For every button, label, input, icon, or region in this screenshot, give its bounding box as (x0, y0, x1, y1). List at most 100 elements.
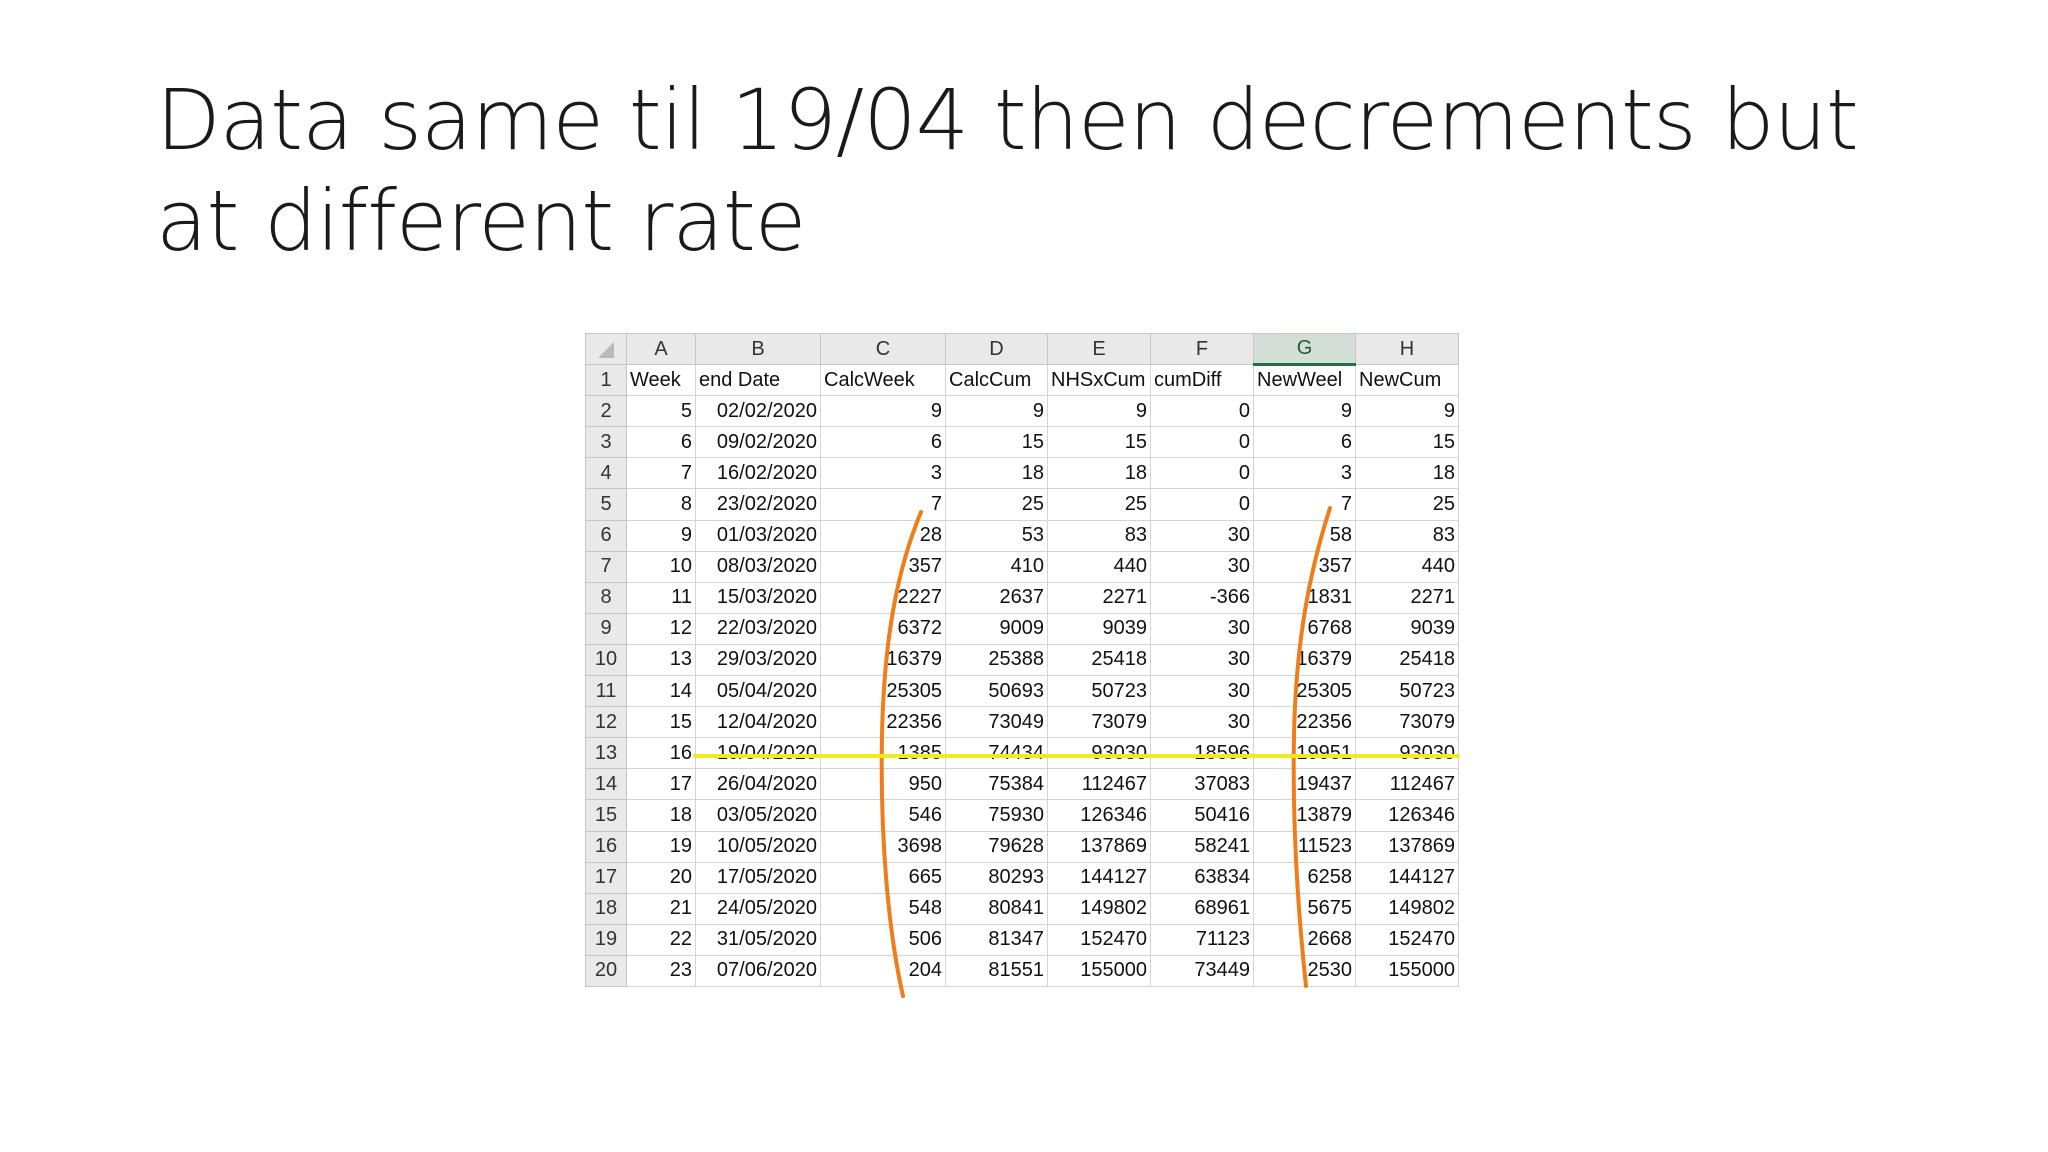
column-header-h[interactable]: H (1355, 332, 1459, 366)
cell[interactable]: 23/02/2020 (695, 488, 821, 521)
cell[interactable]: 7 (820, 488, 946, 521)
row-number[interactable]: 7 (585, 550, 627, 583)
cell[interactable]: 53 (945, 519, 1048, 552)
cell[interactable]: 93030 (1047, 737, 1151, 770)
cell[interactable]: 08/03/2020 (695, 550, 821, 583)
cell[interactable]: 12/04/2020 (695, 706, 821, 739)
cell[interactable]: 506 (820, 923, 946, 956)
cell[interactable]: 144127 (1047, 861, 1151, 894)
cell[interactable]: 950 (820, 768, 946, 801)
cell[interactable]: 9039 (1047, 612, 1151, 645)
row-number[interactable]: 6 (585, 519, 627, 552)
cell[interactable]: 20 (626, 861, 696, 894)
cell[interactable]: 26/04/2020 (695, 768, 821, 801)
cell[interactable]: 357 (820, 550, 946, 583)
cell[interactable]: 9 (820, 395, 946, 428)
cell[interactable]: 15/03/2020 (695, 581, 821, 614)
cell[interactable]: 3 (1253, 457, 1356, 490)
cell[interactable]: 73079 (1355, 706, 1459, 739)
cell[interactable]: 144127 (1355, 861, 1459, 894)
cell[interactable]: -366 (1150, 581, 1254, 614)
cell[interactable]: 25418 (1355, 643, 1459, 677)
row-number[interactable]: 2 (585, 395, 627, 428)
cell[interactable]: 11523 (1253, 830, 1356, 863)
cell[interactable]: 81551 (945, 954, 1048, 987)
row-number[interactable]: 16 (585, 830, 627, 863)
row-number[interactable]: 15 (585, 799, 627, 832)
row-number[interactable]: 11 (585, 675, 627, 708)
header-cell[interactable]: cumDiff (1150, 364, 1254, 397)
cell[interactable]: 30 (1150, 643, 1254, 677)
cell[interactable]: 2271 (1047, 581, 1151, 614)
cell[interactable]: 68961 (1150, 892, 1254, 925)
cell[interactable]: 149802 (1047, 892, 1151, 925)
cell[interactable]: 80841 (945, 892, 1048, 925)
cell[interactable]: 23 (626, 954, 696, 987)
cell[interactable]: 18 (1355, 457, 1459, 490)
cell[interactable]: 25 (1047, 488, 1151, 521)
cell[interactable]: 71123 (1150, 923, 1254, 956)
cell[interactable]: 15 (1355, 426, 1459, 459)
cell[interactable]: 02/02/2020 (695, 395, 821, 428)
column-header-e[interactable]: E (1047, 332, 1151, 366)
cell[interactable]: 28 (820, 519, 946, 552)
cell[interactable]: 93030 (1355, 737, 1459, 770)
cell[interactable]: 58 (1253, 519, 1356, 552)
cell[interactable]: 25 (945, 488, 1048, 521)
cell[interactable]: 2271 (1355, 581, 1459, 614)
row-number[interactable]: 8 (585, 581, 627, 614)
cell[interactable]: 37083 (1150, 768, 1254, 801)
cell[interactable]: 6372 (820, 612, 946, 645)
cell[interactable]: 152470 (1047, 923, 1151, 956)
cell[interactable]: 73079 (1047, 706, 1151, 739)
header-cell[interactable]: NHSxCum (1047, 364, 1151, 397)
cell[interactable]: 6258 (1253, 861, 1356, 894)
cell[interactable]: 50723 (1355, 675, 1459, 708)
cell[interactable]: 17 (626, 768, 696, 801)
cell[interactable]: 16 (626, 737, 696, 770)
row-number[interactable]: 19 (585, 923, 627, 956)
cell[interactable]: 16379 (1253, 643, 1356, 677)
cell[interactable]: 09/02/2020 (695, 426, 821, 459)
cell[interactable]: 0 (1150, 426, 1254, 459)
cell[interactable]: 16379 (820, 643, 946, 677)
cell[interactable]: 5675 (1253, 892, 1356, 925)
cell[interactable]: 50723 (1047, 675, 1151, 708)
cell[interactable]: 17/05/2020 (695, 861, 821, 894)
cell[interactable]: 83 (1047, 519, 1151, 552)
cell[interactable]: 18596 (1150, 737, 1254, 770)
row-number[interactable]: 13 (585, 737, 627, 770)
row-number[interactable]: 5 (585, 488, 627, 521)
cell[interactable]: 18 (626, 799, 696, 832)
cell[interactable]: 74434 (945, 737, 1048, 770)
cell[interactable]: 357 (1253, 550, 1356, 583)
cell[interactable]: 8 (626, 488, 696, 521)
header-cell[interactable]: end Date (695, 364, 821, 397)
cell[interactable]: 58241 (1150, 830, 1254, 863)
row-number[interactable]: 18 (585, 892, 627, 925)
cell[interactable]: 03/05/2020 (695, 799, 821, 832)
cell[interactable]: 7 (626, 457, 696, 490)
cell[interactable]: 9 (1355, 395, 1459, 428)
cell[interactable]: 81347 (945, 923, 1048, 956)
cell[interactable]: 440 (1047, 550, 1151, 583)
cell[interactable]: 15 (626, 706, 696, 739)
cell[interactable]: 16/02/2020 (695, 457, 821, 490)
cell[interactable]: 10/05/2020 (695, 830, 821, 863)
cell[interactable]: 126346 (1047, 799, 1151, 832)
cell[interactable]: 19/04/2020 (695, 737, 821, 770)
cell[interactable]: 25305 (820, 675, 946, 708)
cell[interactable]: 30 (1150, 519, 1254, 552)
row-number[interactable]: 1 (585, 364, 627, 397)
cell[interactable]: 546 (820, 799, 946, 832)
row-number[interactable]: 14 (585, 768, 627, 801)
cell[interactable]: 50416 (1150, 799, 1254, 832)
cell[interactable]: 22356 (1253, 706, 1356, 739)
cell[interactable]: 6 (1253, 426, 1356, 459)
cell[interactable]: 204 (820, 954, 946, 987)
cell[interactable]: 25388 (945, 643, 1048, 677)
row-number[interactable]: 20 (585, 954, 627, 987)
cell[interactable]: 30 (1150, 675, 1254, 708)
cell[interactable]: 12 (626, 612, 696, 645)
cell[interactable]: 7 (1253, 488, 1356, 521)
